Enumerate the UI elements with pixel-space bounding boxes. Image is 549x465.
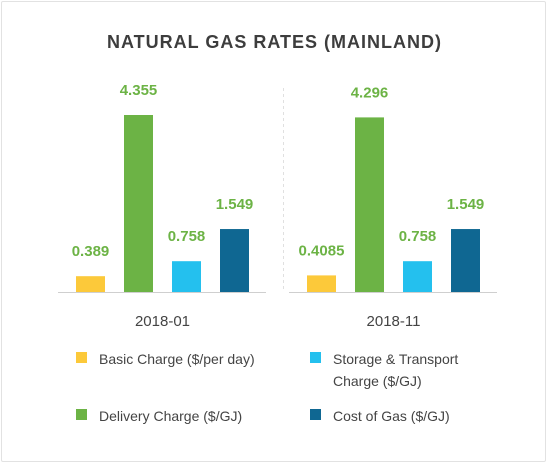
bar-storage-transport-2018-01 — [172, 261, 201, 292]
data-label-basic-charge-2018-01: 0.389 — [72, 243, 110, 260]
bar-delivery-charge-2018-01 — [124, 115, 153, 292]
data-label-storage-transport-2018-01: 0.758 — [168, 228, 206, 245]
bar-basic-charge-2018-01 — [76, 276, 105, 292]
data-label-basic-charge-2018-11: 0.4085 — [299, 242, 345, 259]
bar-cost-of-gas-2018-11 — [451, 229, 480, 292]
chart-title: NATURAL GAS RATES (MAINLAND) — [107, 32, 442, 52]
bar-delivery-charge-2018-11 — [355, 117, 384, 292]
data-label-cost-of-gas-2018-01: 1.549 — [216, 196, 254, 213]
category-label-2018-01: 2018-01 — [135, 313, 190, 330]
bar-storage-transport-2018-11 — [403, 261, 432, 292]
data-label-delivery-charge-2018-11: 4.296 — [351, 84, 389, 101]
category-label-2018-11: 2018-11 — [367, 313, 421, 330]
data-label-delivery-charge-2018-01: 4.355 — [120, 82, 158, 99]
bar-cost-of-gas-2018-01 — [220, 229, 249, 292]
bar-basic-charge-2018-11 — [307, 275, 336, 292]
data-label-storage-transport-2018-11: 0.758 — [399, 228, 437, 245]
data-label-cost-of-gas-2018-11: 1.549 — [447, 196, 485, 213]
